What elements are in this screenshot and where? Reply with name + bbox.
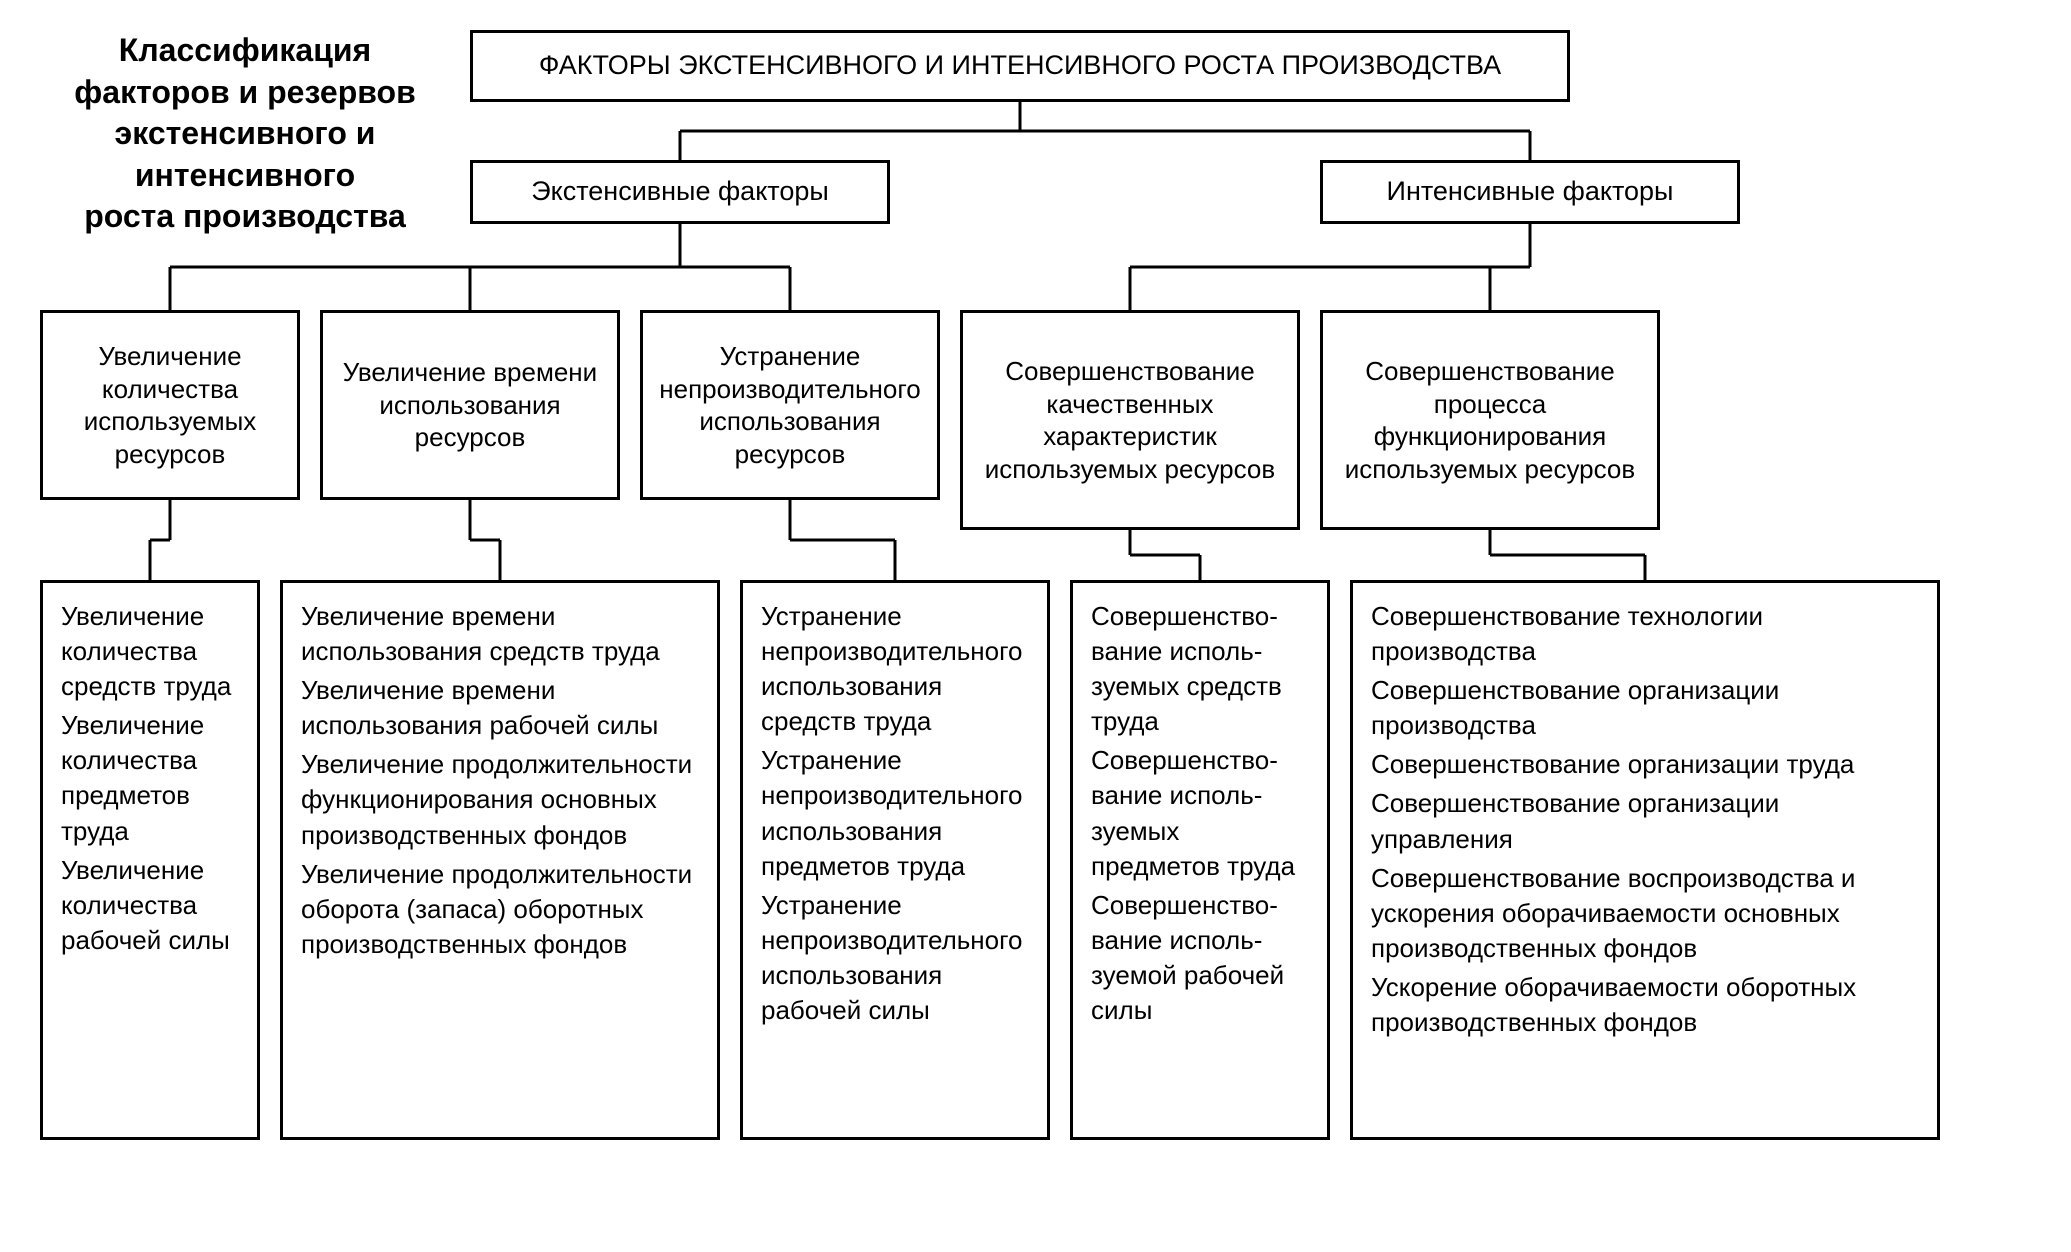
list-item: Увеличение продолжительности оборота (за… — [301, 857, 699, 962]
list-item: Совершенство-вание исполь-зуемых средств… — [1091, 599, 1309, 739]
node-intensive: Интенсивные факторы — [1320, 160, 1740, 224]
node-int2: Совершенствование процесса функционирова… — [1320, 310, 1660, 530]
list-item: Совершенство-вание исполь-зуемых предмет… — [1091, 743, 1309, 883]
diagram-title: Классификация факторов и резервов экстен… — [30, 30, 460, 238]
list-item: Устранение непроизводительного использов… — [761, 888, 1029, 1028]
list-item: Совершенствование организации труда — [1371, 747, 1919, 782]
list-item: Увеличение количества рабочей силы — [61, 853, 239, 958]
list-item: Увеличение времени использования средств… — [301, 599, 699, 669]
list-item: Совершенствование воспроизводства и уско… — [1371, 861, 1919, 966]
leaf-5: Совершенствование технологии производств… — [1350, 580, 1940, 1140]
list-item: Увеличение времени использования рабочей… — [301, 673, 699, 743]
list-item: Увеличение количества предметов труда — [61, 708, 239, 848]
list-item: Увеличение количества средств труда — [61, 599, 239, 704]
leaf-3: Устранение непроизводительного использов… — [740, 580, 1050, 1140]
list-item: Совершенствование организации управления — [1371, 786, 1919, 856]
list-item: Совершенство-вание исполь-зуемой рабочей… — [1091, 888, 1309, 1028]
node-ext3: Устранение непроизводительного использов… — [640, 310, 940, 500]
leaf-1: Увеличение количества средств трудаУвели… — [40, 580, 260, 1140]
node-root: ФАКТОРЫ ЭКСТЕНСИВНОГО И ИНТЕНСИВНОГО РОС… — [470, 30, 1570, 102]
node-extensive: Экстенсивные факторы — [470, 160, 890, 224]
node-ext1: Увеличение количества используемых ресур… — [40, 310, 300, 500]
list-item: Ускорение оборачиваемости оборотных прои… — [1371, 970, 1919, 1040]
node-int1: Совершенствование качественных характери… — [960, 310, 1300, 530]
leaf-4: Совершенство-вание исполь-зуемых средств… — [1070, 580, 1330, 1140]
list-item: Совершенствование организации производст… — [1371, 673, 1919, 743]
leaf-2: Увеличение времени использования средств… — [280, 580, 720, 1140]
node-ext2: Увеличение времени использования ресурсо… — [320, 310, 620, 500]
list-item: Совершенствование технологии производств… — [1371, 599, 1919, 669]
list-item: Устранение непроизводительного использов… — [761, 743, 1029, 883]
list-item: Устранение непроизводительного использов… — [761, 599, 1029, 739]
list-item: Увеличение продолжительности функциониро… — [301, 747, 699, 852]
